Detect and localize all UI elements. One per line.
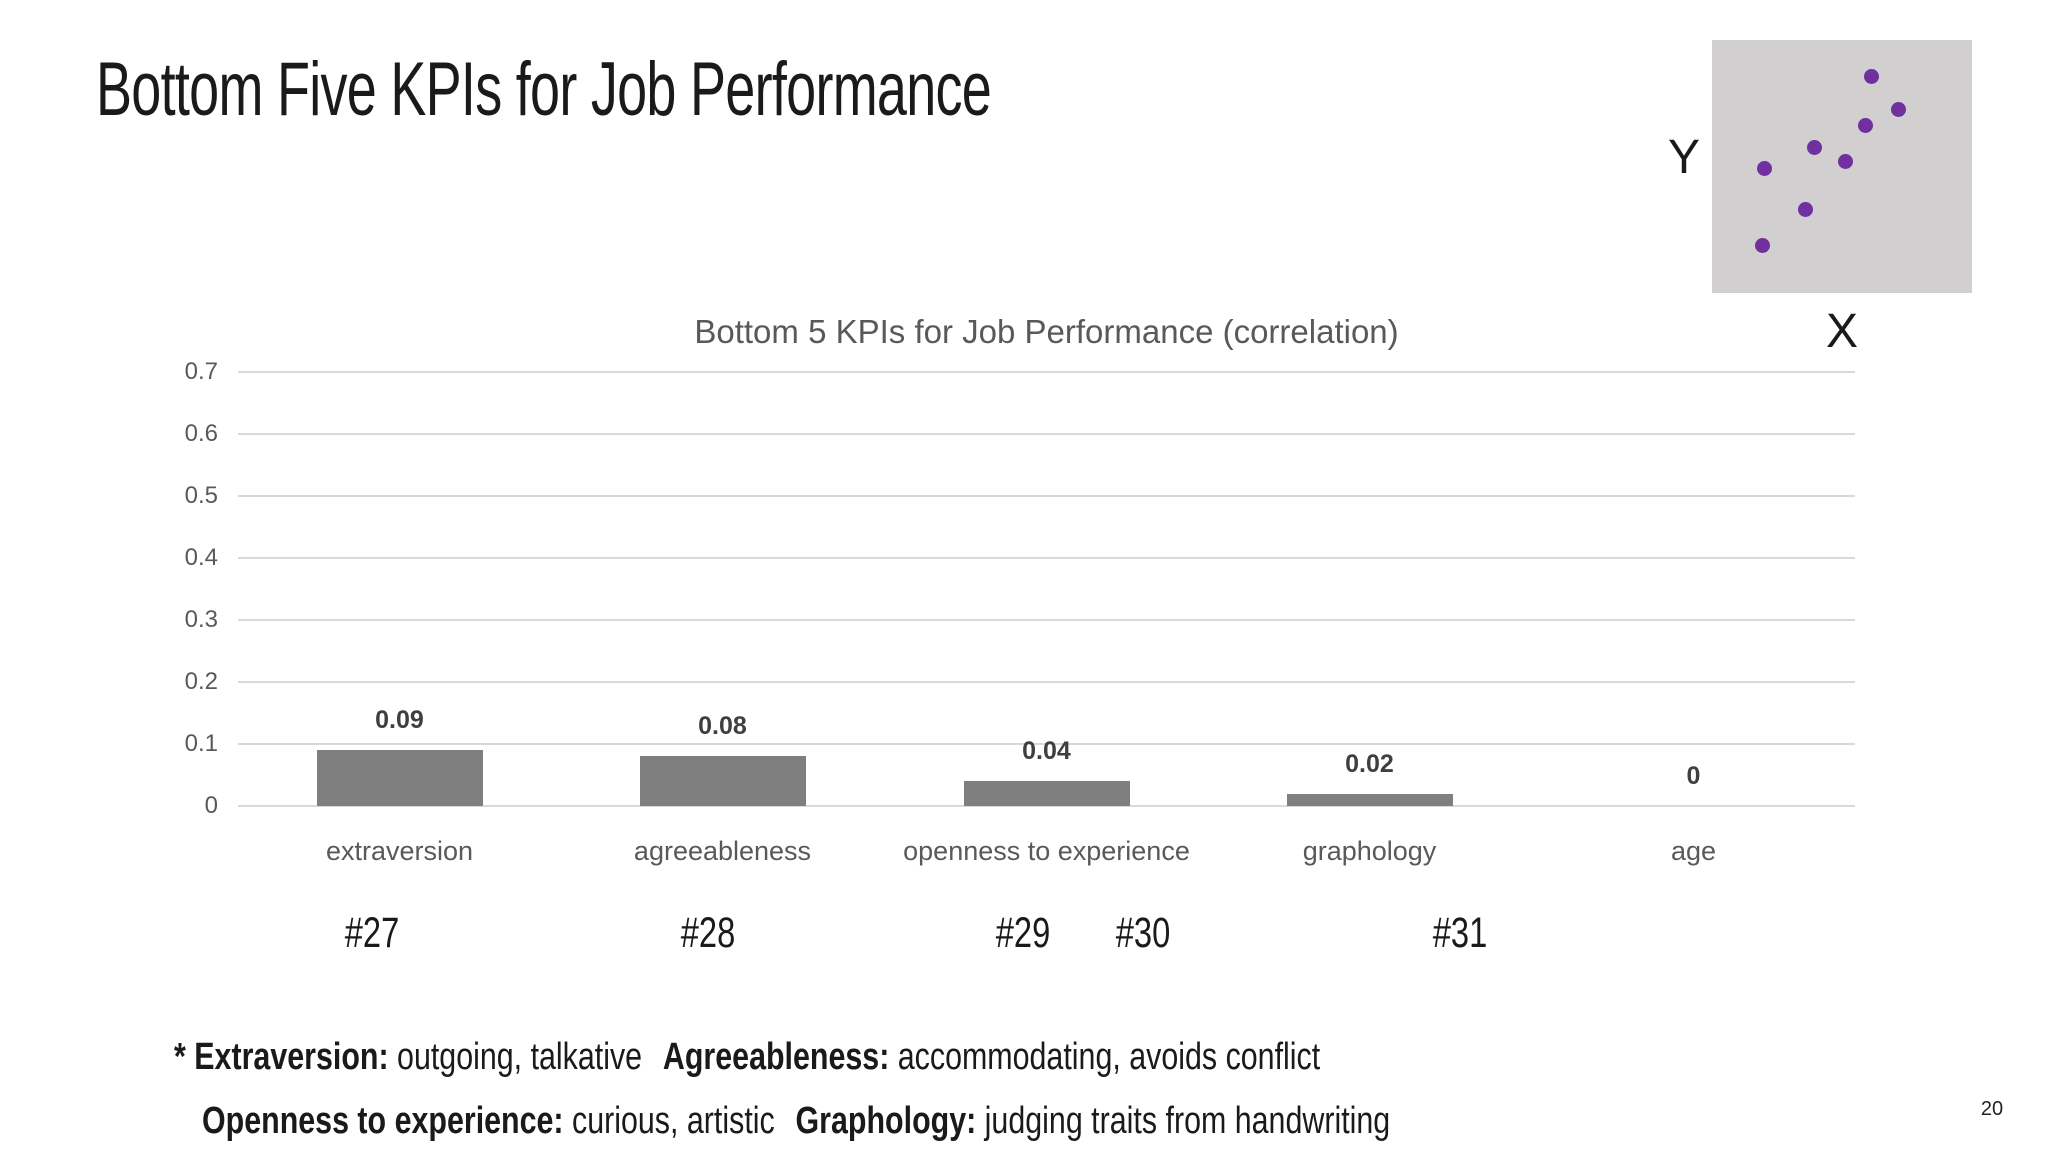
y-tick-label: 0.3 bbox=[184, 606, 218, 633]
footnote-segment: judging traits from handwriting bbox=[976, 1100, 1391, 1142]
footnote-segment: Openness to experience: bbox=[202, 1100, 564, 1142]
gridline-0 bbox=[238, 805, 1855, 807]
bar-extraversion bbox=[317, 750, 483, 806]
scatter-dot bbox=[1798, 202, 1813, 217]
category-label-age: age bbox=[1670, 836, 1717, 866]
scatter-dot bbox=[1755, 238, 1770, 253]
footnote-segment: * Extraversion: bbox=[174, 1036, 389, 1078]
kpi-number-5: #31 bbox=[1432, 909, 1488, 957]
scatter-x-axis-label: X bbox=[1825, 305, 1858, 358]
gridline-0.6 bbox=[238, 433, 1855, 435]
footnote-segment: outgoing, talkative bbox=[388, 1036, 643, 1078]
y-tick-label: 0.6 bbox=[184, 420, 218, 447]
footnote-segment: Graphology: bbox=[795, 1100, 977, 1142]
category-label-extraversion: extraversion bbox=[325, 836, 474, 866]
footnote-line-2: Openness to experience: curious, artisti… bbox=[202, 1098, 1390, 1144]
footnote-segment: curious, artistic bbox=[563, 1100, 775, 1142]
gridline-0.5 bbox=[238, 495, 1855, 497]
kpi-number-1: #27 bbox=[344, 909, 400, 957]
category-label-agreeableness: agreeableness bbox=[633, 836, 812, 866]
bar-agreeableness bbox=[640, 756, 806, 806]
bar-graphology bbox=[1287, 794, 1453, 806]
y-tick-label: 0.7 bbox=[184, 358, 218, 385]
page-number: 20 bbox=[1980, 1098, 2004, 1120]
scatter-dot bbox=[1838, 154, 1853, 169]
category-label-graphology: graphology bbox=[1302, 836, 1437, 866]
chart-title: Bottom 5 KPIs for Job Performance (corre… bbox=[694, 313, 1399, 350]
bar-openness-to-experience bbox=[964, 781, 1130, 806]
scatter-dot bbox=[1757, 161, 1772, 176]
y-tick-label: 0 bbox=[204, 792, 218, 819]
gridline-0.3 bbox=[238, 619, 1855, 621]
gridline-0.2 bbox=[238, 681, 1855, 683]
y-tick-label: 0.2 bbox=[184, 668, 218, 695]
value-label-openness-to-experience: 0.04 bbox=[1022, 737, 1071, 765]
kpi-number-4: #30 bbox=[1115, 909, 1171, 957]
kpi-number-3: #29 bbox=[995, 909, 1051, 957]
value-label-extraversion: 0.09 bbox=[375, 706, 424, 734]
y-tick-label: 0.1 bbox=[184, 730, 218, 757]
scatter-dot bbox=[1858, 118, 1873, 133]
value-label-agreeableness: 0.08 bbox=[698, 712, 747, 740]
value-label-graphology: 0.02 bbox=[1345, 750, 1394, 778]
value-label-age: 0 bbox=[1686, 762, 1701, 790]
category-label-openness-to-experience: openness to experience bbox=[903, 836, 1190, 866]
scatter-dot bbox=[1807, 140, 1822, 155]
scatter-y-axis-label: Y bbox=[1667, 131, 1700, 184]
kpi-number-2: #28 bbox=[680, 909, 736, 957]
scatter-dot bbox=[1891, 102, 1906, 117]
y-tick-label: 0.5 bbox=[184, 482, 218, 509]
gridline-0.4 bbox=[238, 557, 1855, 559]
y-tick-label: 0.4 bbox=[184, 544, 218, 571]
gridline-0.1 bbox=[238, 743, 1855, 745]
scatter-dot bbox=[1864, 69, 1879, 84]
scatter-plot-area bbox=[1712, 40, 1972, 293]
footnote-line-1: * Extraversion: outgoing, talkative Agree… bbox=[174, 1034, 1320, 1080]
gridline-0.7 bbox=[238, 371, 1855, 373]
footnote-segment: accommodating, avoids conflict bbox=[889, 1036, 1321, 1078]
footnote-segment: Agreeableness: bbox=[662, 1036, 890, 1078]
page-title: Bottom Five KPIs for Job Performance bbox=[96, 47, 992, 132]
